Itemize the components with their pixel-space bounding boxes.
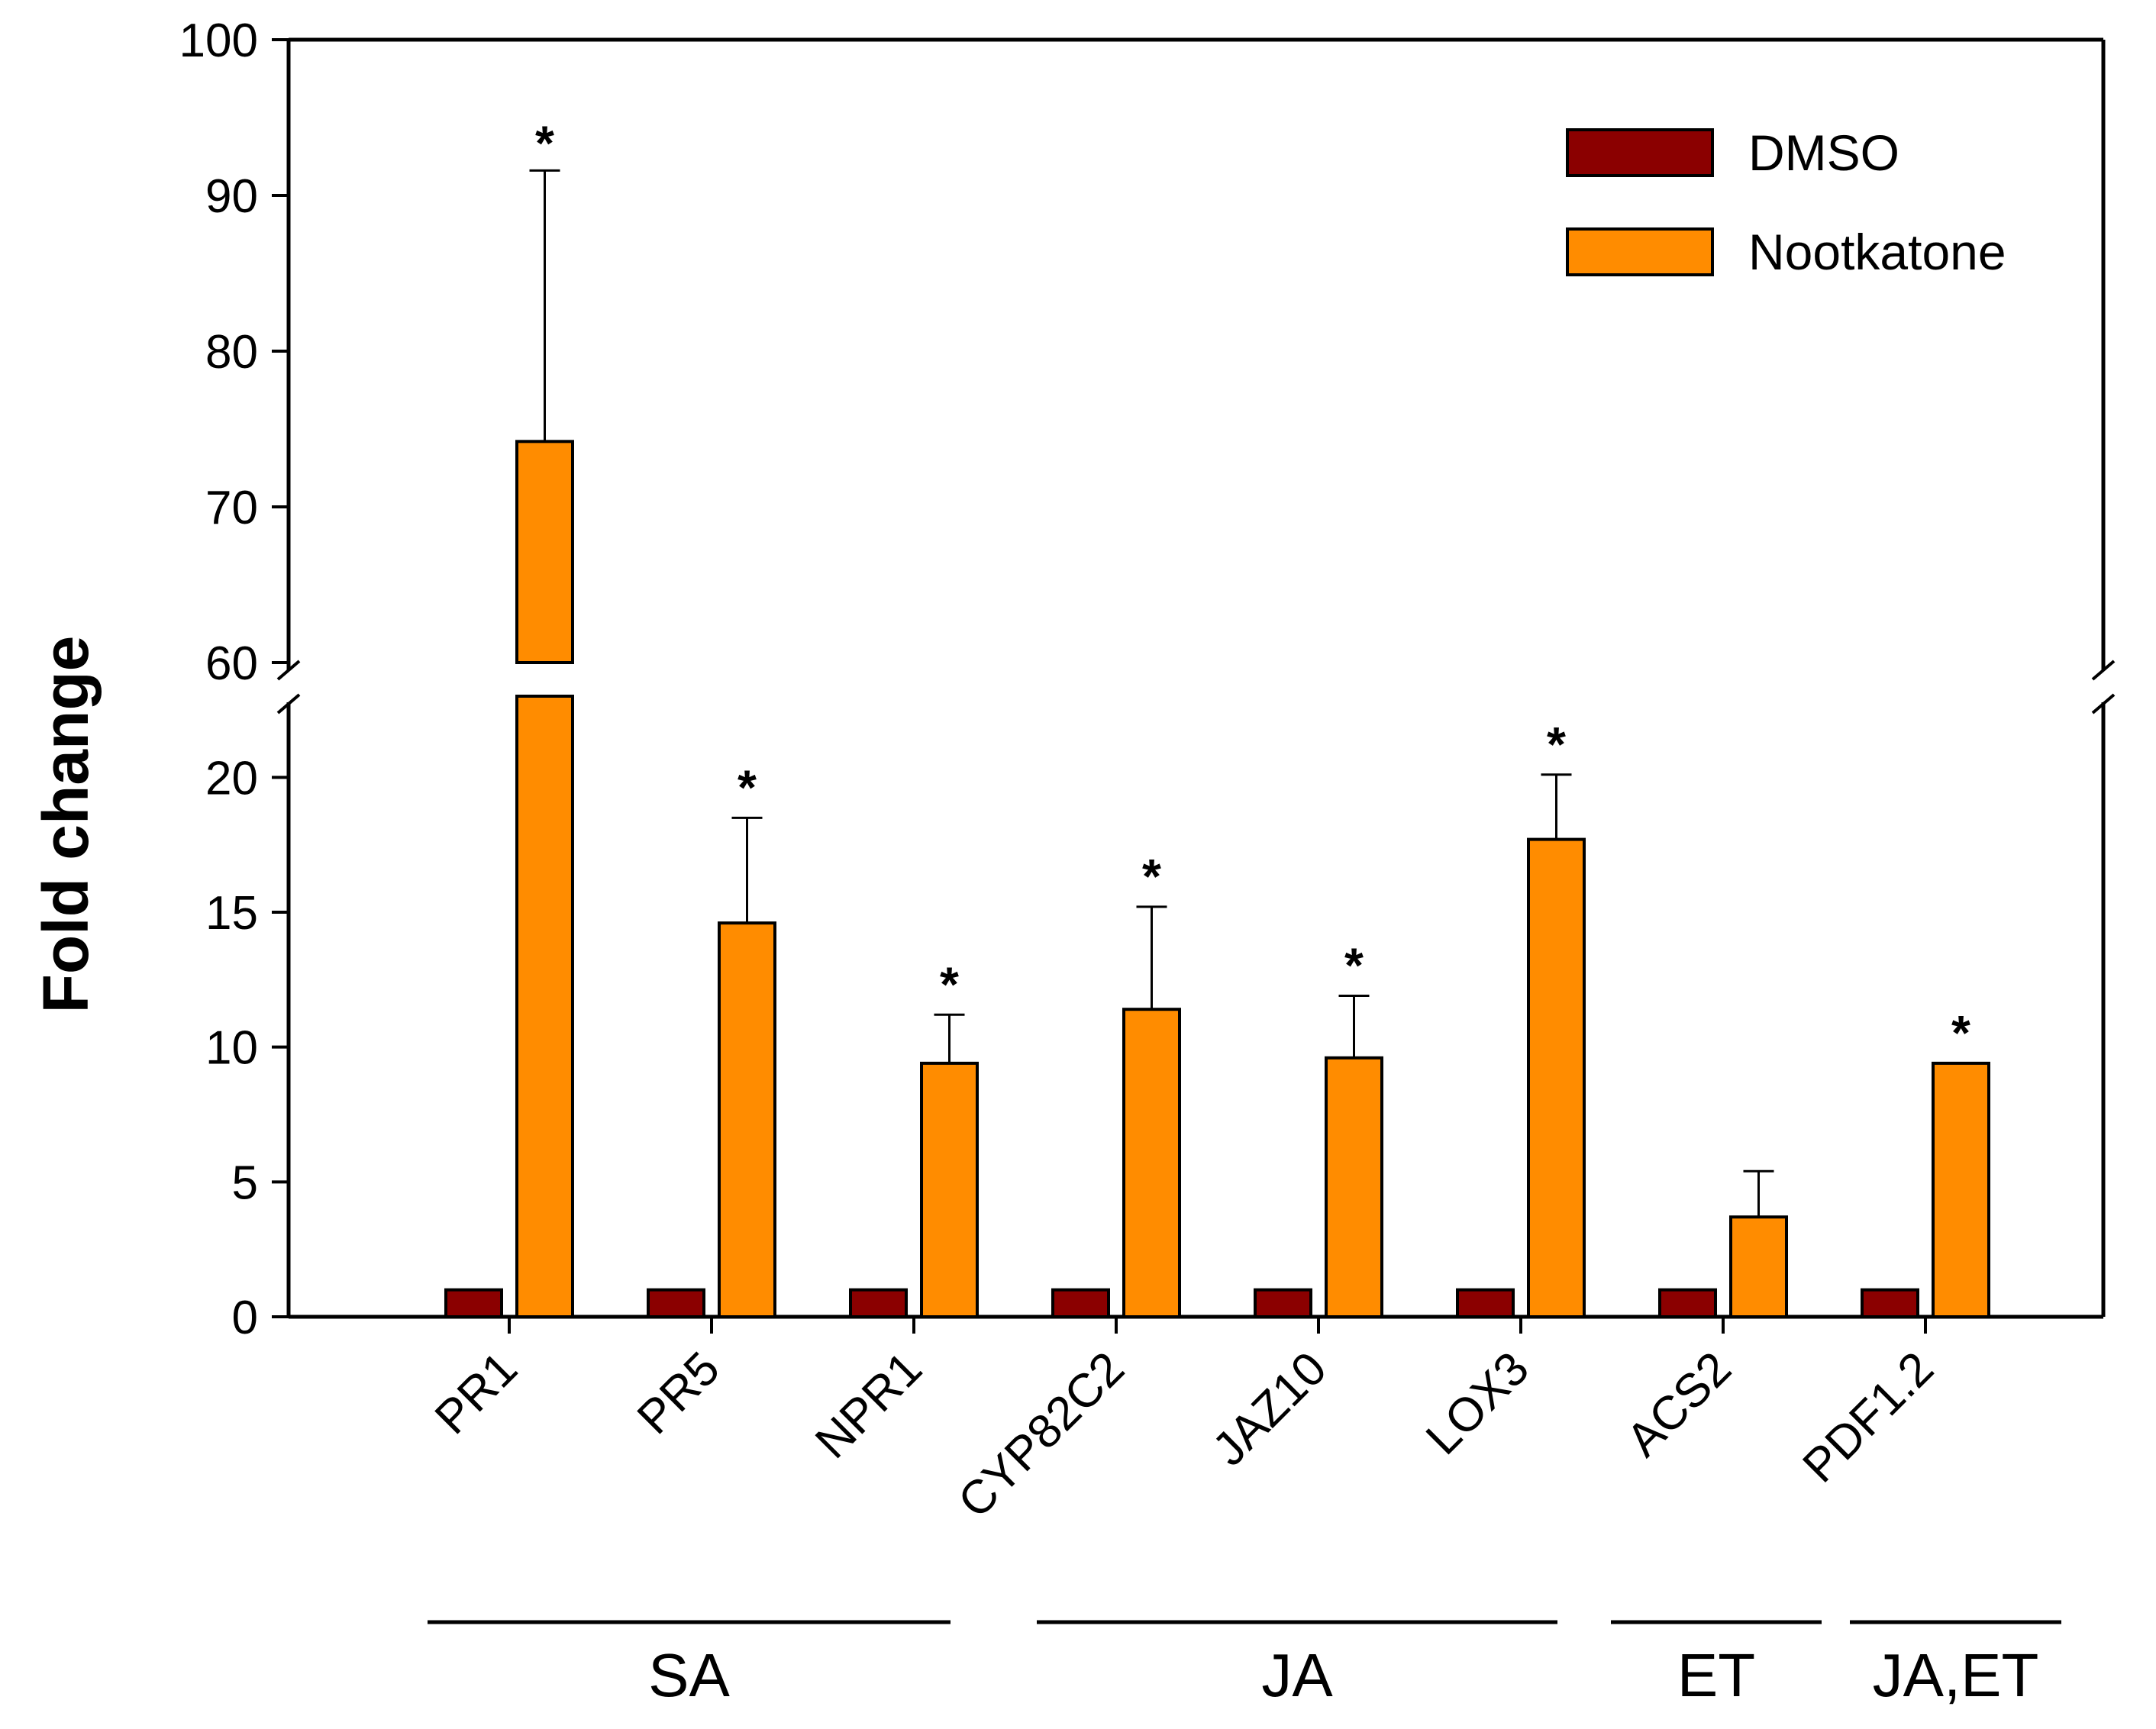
significance-star: * [1547, 717, 1566, 772]
bar-dmso [444, 1288, 503, 1318]
legend-label: DMSO [1748, 124, 1899, 181]
axis-break-mark [2091, 693, 2116, 715]
axis-break-mark [276, 693, 301, 715]
x-axis: PR1 PR5 NPR1 CYP82C2 JAZ10 LOX3 ACS2 PDF1.2 [425, 1317, 1944, 1528]
y-tick-label: 60 [205, 637, 258, 690]
significance-star: * [1142, 849, 1161, 904]
significance-star: * [737, 760, 757, 815]
significance-star: * [940, 956, 959, 1011]
significance-star: * [1344, 938, 1364, 993]
bars-layer: * * * * * * * [444, 115, 1990, 1319]
legend-label: Nootkatone [1748, 224, 2006, 280]
group-label: ET [1677, 1641, 1755, 1709]
group-label: JA,ET [1873, 1641, 2039, 1709]
y-axis: 0 5 10 15 20 60 70 80 90 100 [179, 15, 289, 1344]
category-label: NPR1 [805, 1342, 932, 1469]
bar-dmso [1051, 1288, 1110, 1318]
bar-dmso [849, 1288, 908, 1318]
bar-dmso [647, 1288, 705, 1318]
category-label: CYP82C2 [948, 1342, 1134, 1528]
legend-swatch [1566, 227, 1714, 276]
bar-nootkatone [1122, 1008, 1181, 1318]
y-axis-title: Fold change [30, 636, 102, 1014]
significance-star: * [1951, 1005, 1970, 1060]
y-tick-label: 70 [205, 482, 258, 534]
legend: DMSO Nootkatone [1566, 124, 2006, 280]
y-tick-label: 15 [205, 887, 258, 940]
plot-frame [276, 37, 2116, 1319]
category-label: ACS2 [1617, 1342, 1741, 1466]
category-label: PDF1.2 [1793, 1342, 1943, 1492]
bar-nootkatone [1325, 1056, 1383, 1319]
significance-star: * [535, 115, 554, 170]
y-tick-label: 80 [205, 326, 258, 379]
category-label: LOX3 [1416, 1342, 1539, 1465]
y-tick-label: 0 [232, 1292, 258, 1344]
bar-dmso [1254, 1288, 1312, 1318]
bar-nootkatone [1932, 1061, 1990, 1319]
axis-break-mark [276, 660, 301, 681]
category-label: JAZ10 [1202, 1342, 1337, 1476]
bar-nootkatone-upper [515, 440, 574, 664]
bar-dmso [1658, 1288, 1717, 1318]
y-tick-label: 90 [205, 170, 258, 223]
axis-break-mark [2091, 660, 2116, 681]
y-tick-label: 20 [205, 752, 258, 805]
y-tick-label: 10 [205, 1022, 258, 1075]
y-tick-label: 5 [232, 1156, 258, 1209]
bar-nootkatone-lower [515, 695, 574, 1318]
bar-nootkatone [1729, 1215, 1788, 1319]
category-label: PR1 [425, 1342, 528, 1444]
bar-dmso [1861, 1288, 1919, 1318]
category-label: PR5 [628, 1342, 730, 1444]
y-tick-label: 100 [179, 15, 258, 67]
bar-dmso [1456, 1288, 1515, 1318]
bar-nootkatone [718, 921, 776, 1318]
group-label: SA [648, 1641, 730, 1709]
bar-nootkatone [1527, 837, 1586, 1318]
bar-nootkatone [920, 1061, 979, 1319]
group-brackets: SA JA ET JA,ET [428, 1620, 2061, 1709]
group-label: JA [1261, 1641, 1333, 1709]
legend-swatch [1566, 128, 1714, 177]
